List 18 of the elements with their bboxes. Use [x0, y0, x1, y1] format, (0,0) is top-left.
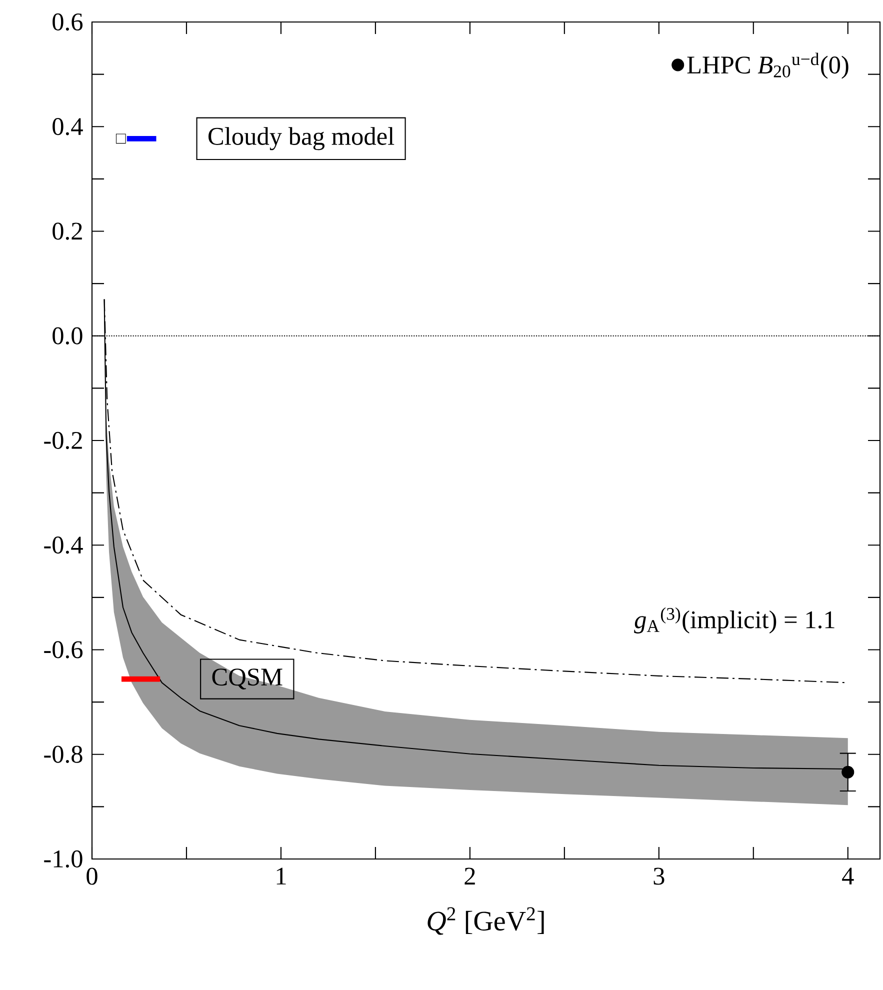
y-tick-label: -0.6 — [44, 641, 83, 658]
y-tick-label: 0.2 — [52, 222, 82, 240]
y-tick-label: 0.4 — [52, 118, 83, 136]
annotation: g$_{A}$$^{(3)}$(implicit) = 1.1 — [634, 607, 834, 634]
y-tick-label: -1.0 — [44, 850, 82, 868]
y-tick-label: -0.4 — [44, 536, 83, 554]
y-tick-label: 0.0 — [52, 327, 82, 344]
y-tick-label: 0.6 — [52, 13, 83, 31]
x-tick-label: 2 — [464, 868, 475, 884]
legend-label: LHPC B$_{20}$$^{u−d}$(0) — [687, 52, 848, 79]
x-tick-label: 0 — [86, 868, 98, 885]
y-tick-label: -0.2 — [44, 432, 82, 450]
x-axis-title: Q$^{2}$ [GeV$^{2}$] — [428, 907, 544, 935]
y-tick-label: -0.8 — [44, 746, 82, 763]
x-tick-label: 4 — [842, 868, 854, 884]
x-tick-label: 3 — [654, 868, 664, 885]
x-tick-label: 1 — [276, 868, 286, 884]
text: Cloudy bag model — [208, 127, 394, 150]
